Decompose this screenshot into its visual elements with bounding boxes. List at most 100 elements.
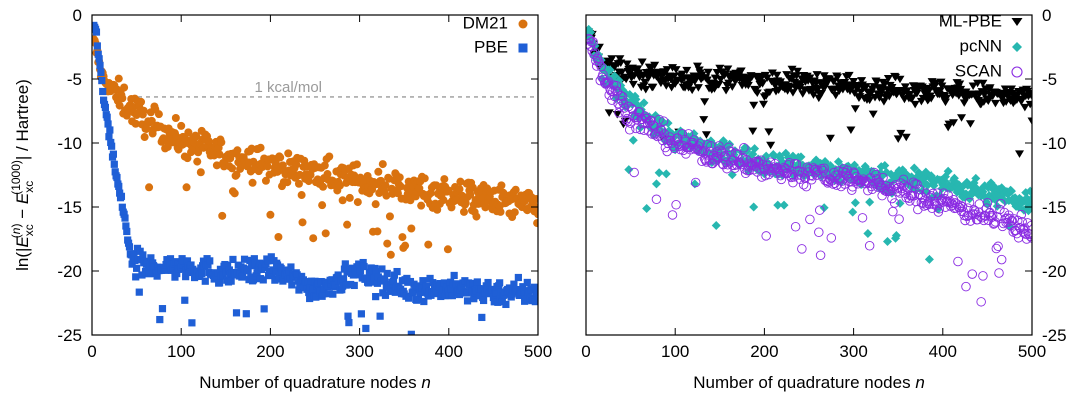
pcnn-point (773, 200, 783, 210)
pbe-point (256, 259, 264, 267)
scan-point (739, 142, 749, 153)
scan-point (930, 196, 940, 207)
pcnn-point (949, 173, 959, 183)
pbe-point (484, 278, 492, 287)
scan-point (884, 181, 895, 192)
ml-pbe-point (764, 128, 774, 136)
dm21-point (420, 174, 429, 183)
pbe-point (494, 298, 502, 306)
pbe-point (345, 318, 353, 327)
pbe-point (309, 285, 317, 294)
scan-point (947, 200, 958, 210)
pbe-point (342, 281, 350, 289)
scan-point (979, 215, 989, 226)
scan-point (953, 256, 963, 267)
pbe-point (369, 278, 377, 286)
pcnn-point (909, 163, 919, 173)
ml-pbe-point (846, 126, 856, 134)
scan-point (982, 198, 993, 208)
pbe-point (156, 315, 164, 324)
pcnn-point (624, 165, 634, 175)
left-legend: DM21 PBE (463, 13, 528, 56)
pbe-point (99, 87, 107, 96)
ml-pbe-point (640, 78, 650, 87)
x-tick-label: 500 (524, 342, 552, 361)
ml-pbe-point (978, 79, 988, 88)
ml-pbe-point (949, 119, 959, 127)
ml-pbe-point (693, 84, 703, 92)
pbe-point (166, 255, 175, 263)
pbe-point (104, 120, 112, 128)
pcnn-point (849, 160, 859, 170)
pbe-point (145, 270, 153, 278)
dm21-point (472, 212, 481, 221)
ml-pbe-point (765, 88, 775, 97)
pbe-point (113, 173, 121, 182)
pbe-point (470, 295, 478, 303)
pcnn-point (924, 254, 934, 264)
scan-point (624, 125, 635, 135)
scan-point (707, 158, 718, 169)
dm21-point (335, 181, 344, 190)
dm21-point (510, 208, 519, 217)
dm21-point (323, 170, 332, 179)
dm21-point (274, 233, 283, 242)
x-tick-label: 500 (1018, 342, 1046, 361)
dm21-point (386, 250, 395, 259)
dm21-point (459, 207, 468, 216)
pcnn-point (749, 202, 759, 212)
pbe-point (376, 347, 383, 354)
y-tick-label: -20 (57, 262, 82, 281)
dm21-point (532, 195, 538, 204)
scan-point (611, 80, 622, 91)
dm21-point (534, 210, 538, 219)
ml-pbe-point (758, 80, 768, 88)
ml-pbe-point (879, 98, 889, 106)
scan-point (1017, 216, 1027, 227)
ml-pbe-point (893, 135, 903, 143)
scan-point (588, 37, 598, 47)
pbe-point (96, 61, 104, 70)
ml-pbe-point (937, 82, 947, 90)
pbe-point (147, 254, 155, 262)
dm21-point (261, 176, 270, 185)
x-tick-label: 100 (661, 342, 689, 361)
scan-point (724, 146, 735, 156)
y-tick-label: 0 (73, 6, 82, 25)
ml-pbe-point (720, 70, 730, 79)
dm21-point (385, 212, 394, 221)
ml-pbe-point (861, 83, 871, 91)
dm21-point (163, 142, 172, 151)
dm21-point (283, 178, 292, 187)
dm21-point (378, 160, 387, 169)
left-panel: 1 kcal/mol 0 100 200 300 400 500 0 -5 -10 -15 -20 -… (9, 6, 552, 392)
ml-pbe-point (816, 89, 826, 98)
pbe-point (450, 271, 458, 280)
ml-pbe-point (940, 98, 950, 107)
dm21-point (511, 185, 520, 194)
scan-point (996, 198, 1006, 209)
scan-point (826, 233, 837, 243)
ml-pbe-point (872, 78, 882, 87)
scan-point (805, 214, 815, 225)
scan-point (659, 129, 670, 139)
dm21-point (398, 233, 407, 242)
scan-point (993, 241, 1003, 252)
dm21-point (382, 191, 391, 200)
pbe-point (370, 274, 378, 282)
ml-pbe-point (792, 67, 802, 76)
left-data (92, 21, 538, 354)
pbe-point (505, 345, 512, 352)
pbe-point (405, 334, 414, 335)
scan-point (779, 162, 789, 173)
ml-pbe-point (687, 86, 697, 95)
x-tick-label: 0 (581, 342, 590, 361)
scan-point (1019, 228, 1029, 238)
x-tick-label: 400 (929, 342, 957, 361)
pbe-point (496, 279, 504, 287)
dm21-point (443, 245, 452, 254)
pcnn-point (690, 179, 700, 189)
pcnn-point (865, 197, 875, 207)
ml-pbe-point (622, 60, 632, 68)
